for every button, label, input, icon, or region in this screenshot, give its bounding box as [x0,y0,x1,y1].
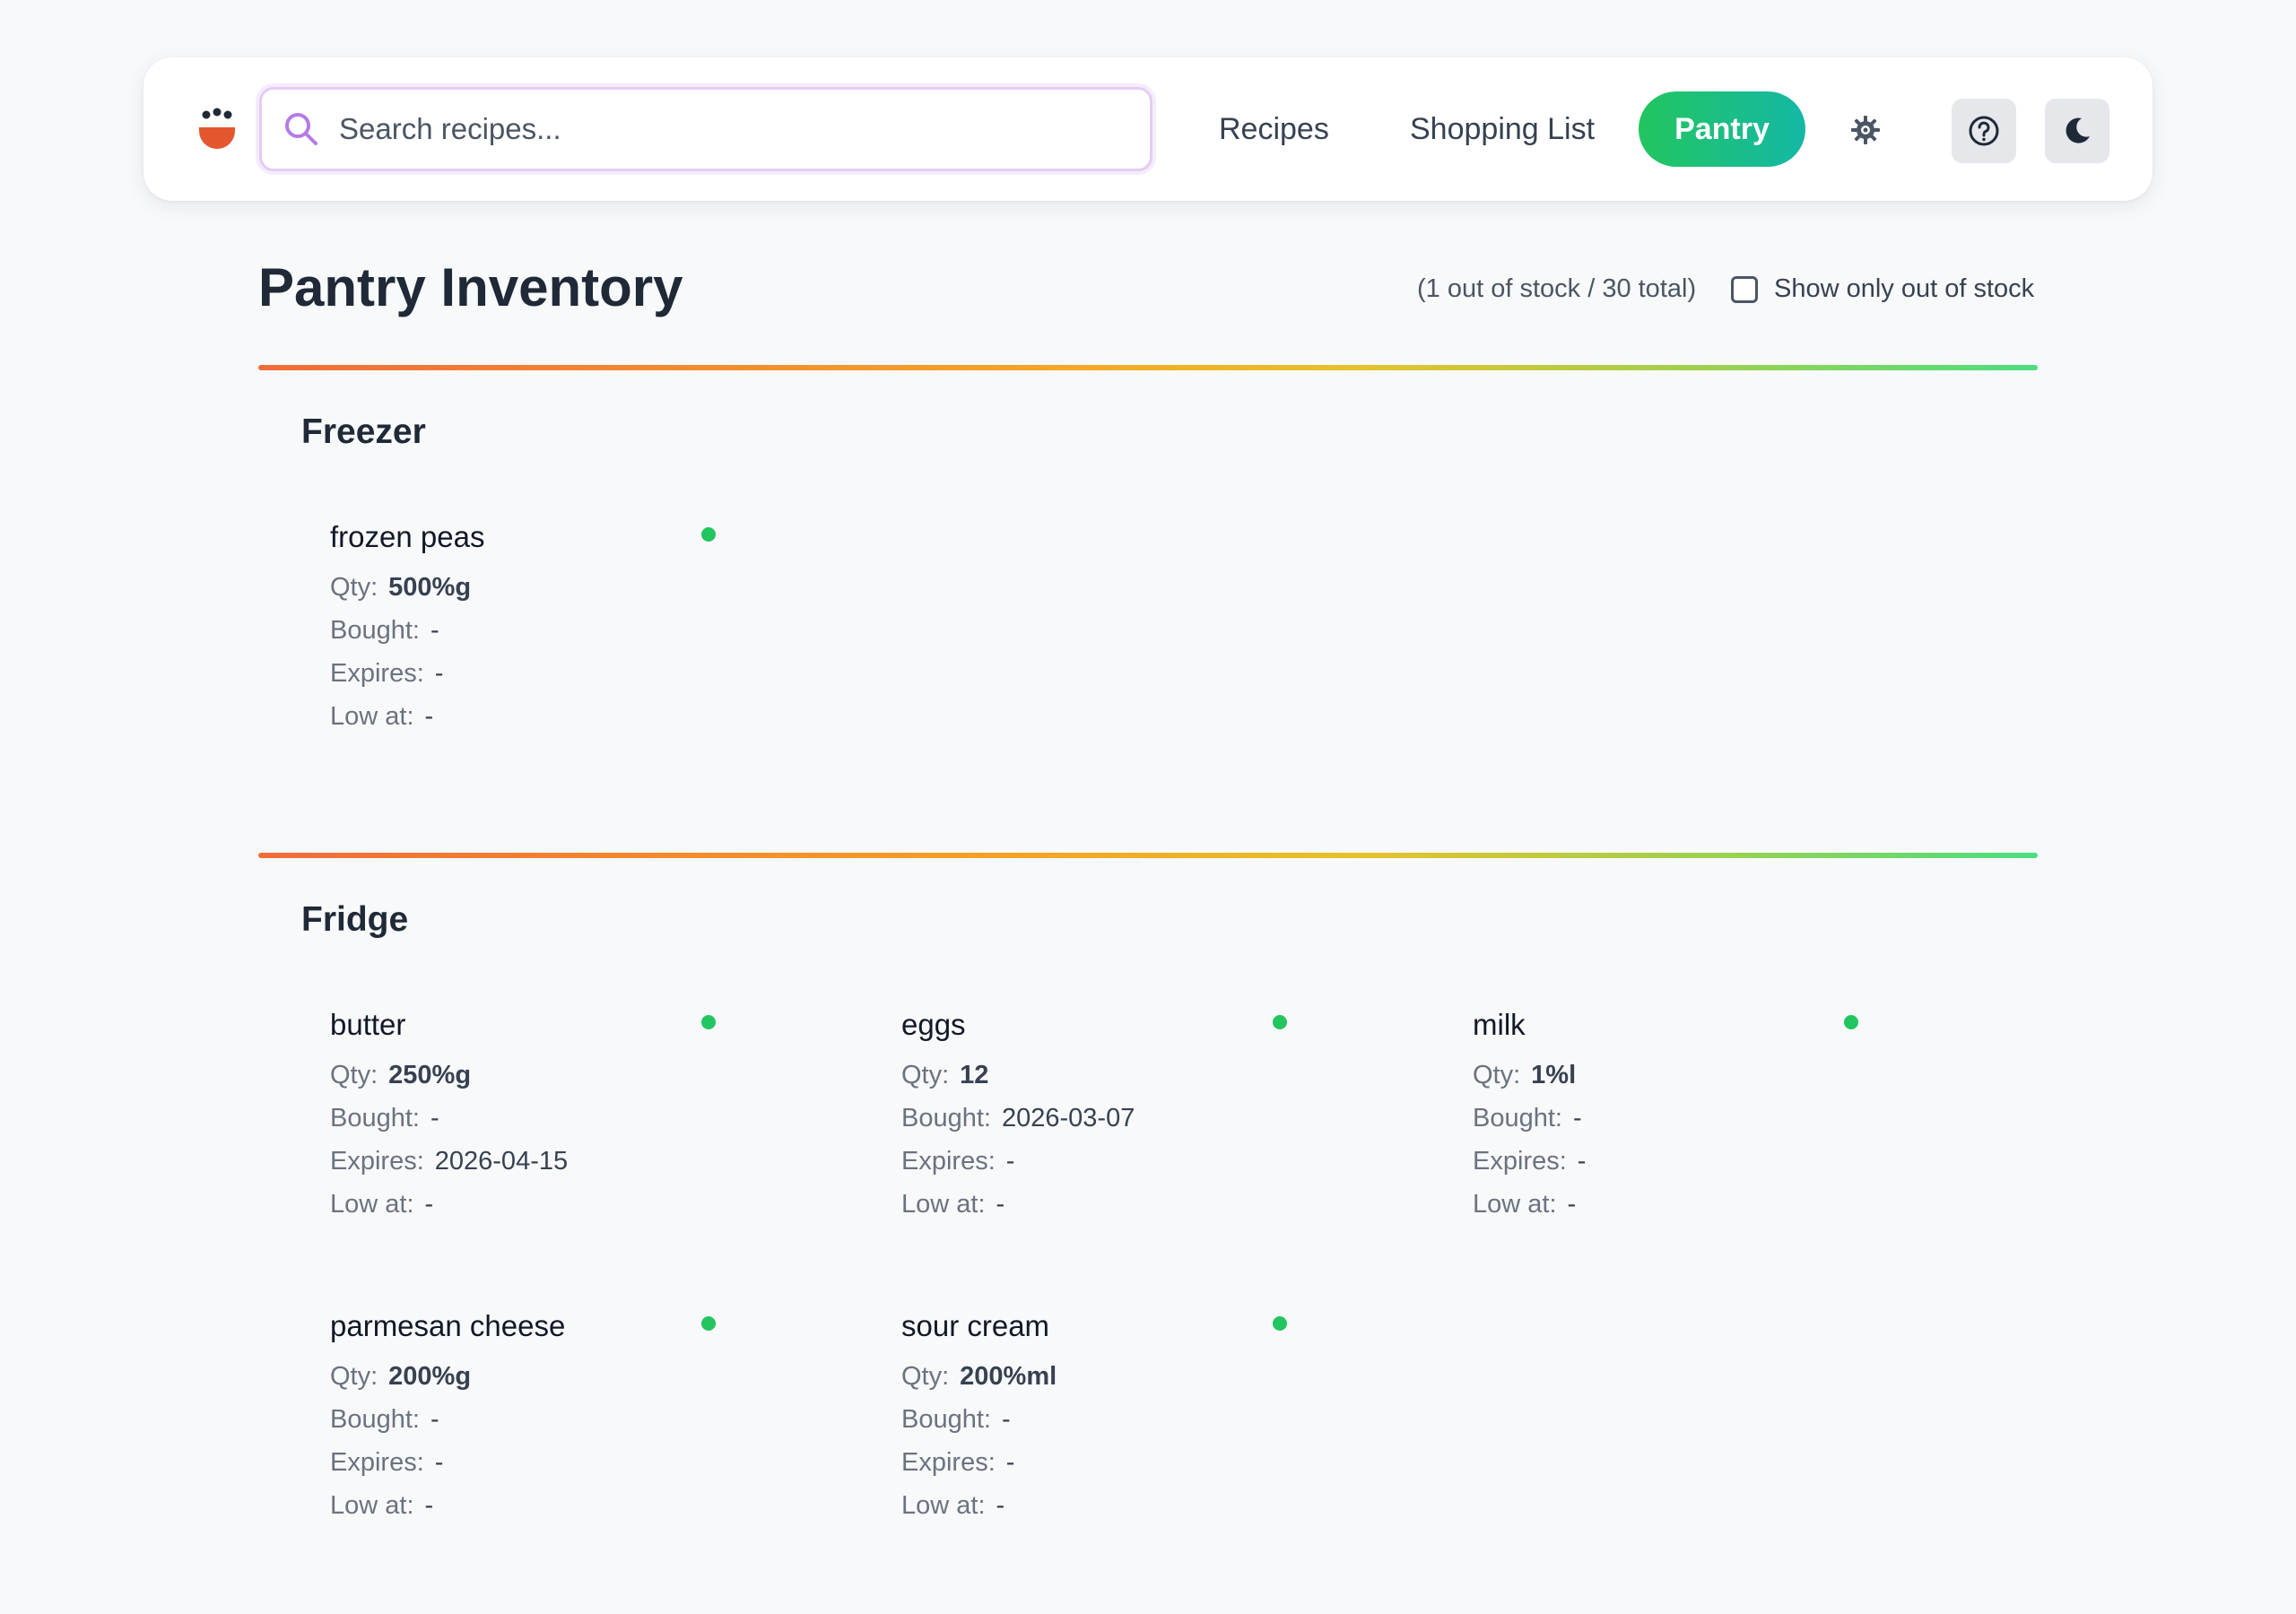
item-name: eggs [901,1008,966,1041]
theme-toggle-button[interactable] [2045,99,2109,163]
item-expires: Expires: - [330,659,444,688]
item-bought: Bought: - [330,1405,439,1434]
item-bought: Bought: 2026-03-07 [901,1104,1135,1132]
item-qty: Qty: 200%ml [901,1362,1057,1391]
stock-status-dot [1273,1316,1287,1331]
stock-status-dot [1844,1015,1858,1029]
stock-status-dot [701,527,716,542]
stock-status-dot [701,1316,716,1331]
item-expires: Expires: - [901,1448,1015,1477]
pantry-item[interactable]: butter Qty: 250%g Bought: - Expires: 2026-0… [330,1008,725,1259]
item-expires: Expires: - [1473,1147,1587,1176]
item-name: parmesan cheese [330,1309,566,1342]
section-divider [258,365,2038,370]
stock-summary: (1 out of stock / 30 total) [1417,274,1697,303]
out-of-stock-filter-label: Show only out of stock [1774,274,2035,303]
item-qty: Qty: 1%l [1473,1061,1577,1089]
gear-icon[interactable] [1850,115,1881,145]
item-name: sour cream [901,1309,1050,1342]
item-low-at: Low at: - [330,1491,434,1520]
pantry-item[interactable]: frozen peas Qty: 500%g Bought: - Expires: -… [330,520,725,771]
nav-recipes[interactable]: Recipes [1219,112,1329,146]
item-bought: Bought: - [901,1405,1011,1434]
item-qty: Qty: 200%g [330,1362,472,1391]
stock-status-dot [701,1015,716,1029]
item-name: butter [330,1008,406,1041]
page-title: Pantry Inventory [258,257,683,317]
search-box[interactable] [259,87,1152,171]
item-bought: Bought: - [1473,1104,1582,1132]
pantry-item[interactable]: sour cream Qty: 200%ml Bought: - Expires: -… [901,1309,1296,1560]
item-low-at: Low at: - [330,702,434,731]
item-name: milk [1473,1008,1526,1041]
section-title-freezer: Freezer [301,412,426,451]
item-name: frozen peas [330,520,485,553]
search-input[interactable] [339,112,1128,146]
section-divider [258,853,2038,858]
pantry-item[interactable]: eggs Qty: 12 Bought: 2026-03-07 Expires: - … [901,1008,1296,1259]
nav-pantry-active[interactable]: Pantry [1639,91,1805,167]
stock-status-dot [1273,1015,1287,1029]
section-title-fridge: Fridge [301,900,409,939]
item-qty: Qty: 250%g [330,1061,472,1089]
item-low-at: Low at: - [901,1491,1005,1520]
item-bought: Bought: - [330,1104,439,1132]
search-icon [285,113,317,145]
chef-hat-logo-icon[interactable] [197,108,237,152]
help-circle-icon [1969,116,1999,146]
item-expires: Expires: - [330,1448,444,1477]
out-of-stock-checkbox[interactable] [1731,275,1758,303]
nav-shopping-list[interactable]: Shopping List [1410,112,1596,146]
item-expires: Expires: 2026-04-15 [330,1147,569,1176]
item-low-at: Low at: - [330,1190,434,1219]
help-button[interactable] [1952,99,2016,163]
item-expires: Expires: - [901,1147,1015,1176]
moon-icon [2066,117,2090,143]
item-low-at: Low at: - [901,1190,1005,1219]
pantry-item[interactable]: parmesan cheese Qty: 200%g Bought: - Expir… [330,1309,725,1560]
pantry-item[interactable]: milk Qty: 1%l Bought: - Expires: - Low at: - [1473,1008,1867,1259]
item-qty: Qty: 12 [901,1061,989,1089]
out-of-stock-filter[interactable]: Show only out of stock [1731,274,2034,304]
item-bought: Bought: - [330,616,439,645]
top-navbar: Recipes Shopping List Pantry [144,57,2152,201]
item-low-at: Low at: - [1473,1190,1577,1219]
item-qty: Qty: 500%g [330,573,472,602]
